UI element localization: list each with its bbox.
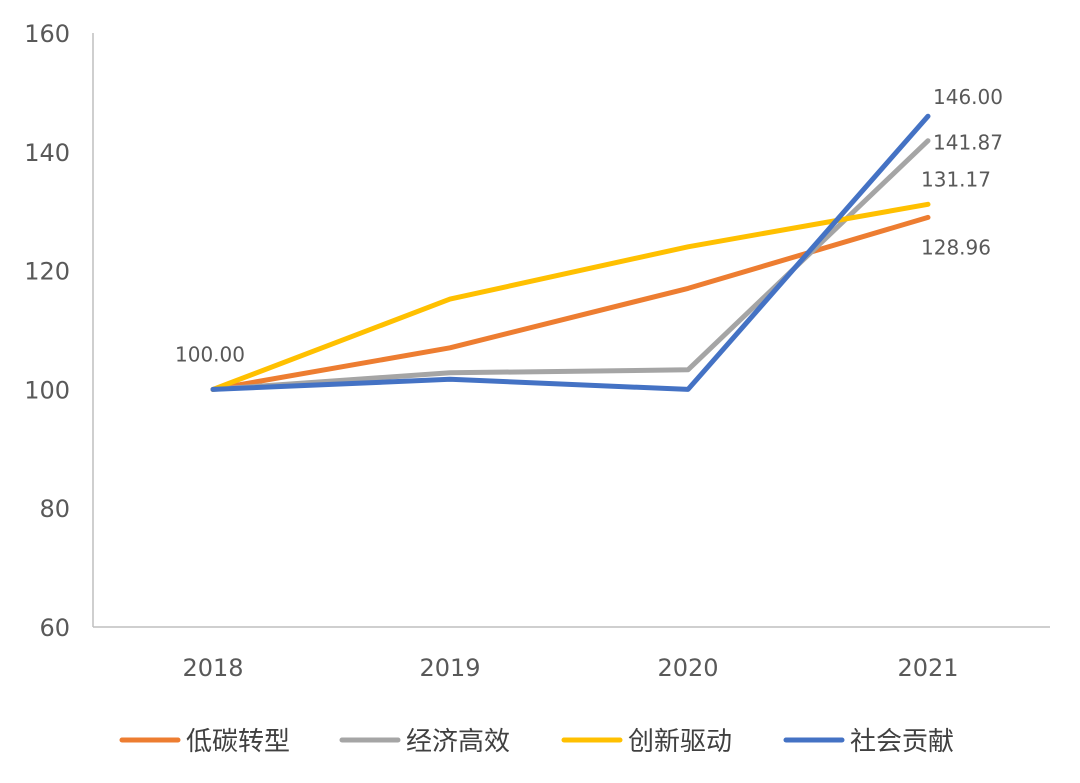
- legend-item: 社会贡献: [783, 727, 954, 757]
- legend-item: 经济高效: [339, 727, 510, 757]
- y-tick-label: 140: [24, 139, 70, 167]
- legend-item: 低碳转型: [119, 727, 290, 757]
- data-label: 128.96: [921, 235, 991, 259]
- axes: [92, 33, 1050, 628]
- y-tick-label: 120: [24, 258, 70, 286]
- series-line-2: [210, 201, 931, 392]
- legend-label: 创新驱动: [628, 727, 732, 757]
- data-label: 131.17: [921, 167, 991, 191]
- series-line-1: [210, 138, 931, 392]
- series-line-3: [210, 113, 931, 392]
- legend-label: 低碳转型: [186, 727, 290, 757]
- x-tick-label: 2018: [182, 654, 243, 682]
- y-tick-label: 160: [24, 20, 70, 48]
- data-label: 141.87: [933, 131, 1003, 155]
- legend-label: 经济高效: [406, 727, 510, 757]
- y-tick-label: 100: [24, 376, 70, 404]
- series-lines: [210, 113, 931, 392]
- y-tick-labels: 60 80 100 120 140 160: [24, 20, 70, 642]
- y-tick-label: 60: [39, 614, 70, 642]
- x-tick-labels: 2018 2019 2020 2021: [182, 654, 958, 682]
- y-tick-label: 80: [39, 495, 70, 523]
- x-tick-label: 2020: [657, 654, 718, 682]
- data-label: 146.00: [933, 85, 1003, 109]
- legend-item: 创新驱动: [561, 727, 732, 757]
- data-labels: 100.00 146.00 141.87 131.17 128.96: [175, 85, 1003, 366]
- data-label: 100.00: [175, 342, 245, 366]
- legend: 低碳转型 经济高效 创新驱动 社会贡献: [119, 727, 954, 757]
- x-tick-label: 2021: [897, 654, 958, 682]
- x-tick-label: 2019: [419, 654, 480, 682]
- legend-label: 社会贡献: [850, 727, 954, 757]
